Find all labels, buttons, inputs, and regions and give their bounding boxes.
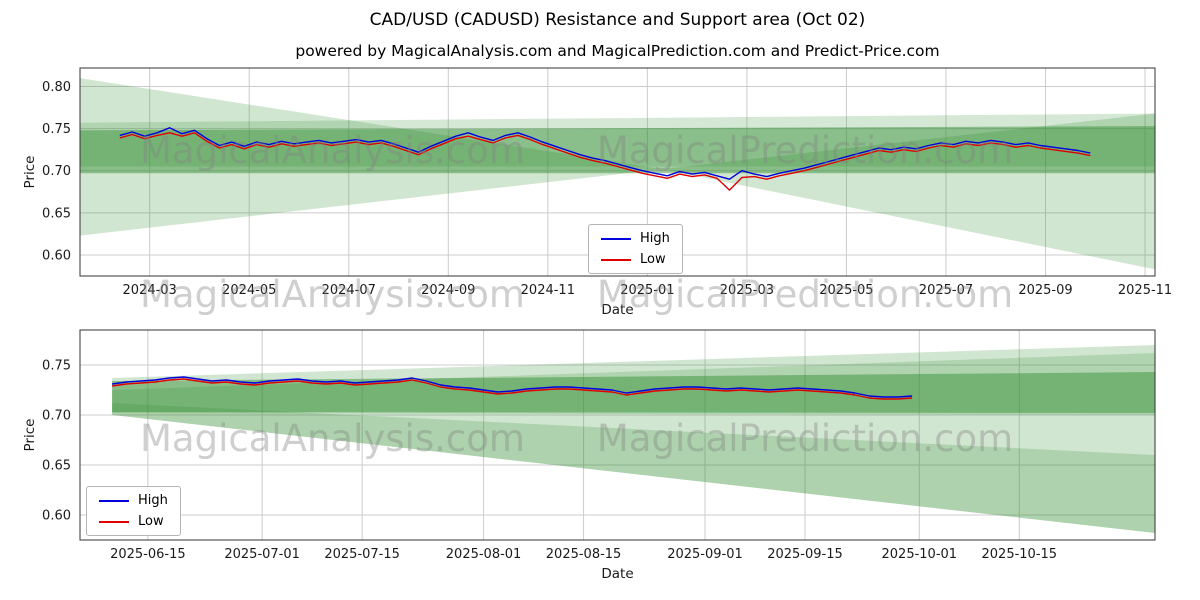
x-tick-label: 2025-01 [620,283,674,298]
y-tick-label: 0.60 [42,509,71,524]
x-tick-label: 2025-09-01 [667,547,743,562]
y-tick-label: 0.80 [42,80,71,95]
x-tick-label: 2024-09 [421,283,475,298]
x-tick-label: 2025-09 [1018,283,1072,298]
plot-area-0: 0.60 0.65 0.70 0.75 0.80 2024-03 2024-05 2024-0… [22,67,1172,318]
legend-bottom-chart: High Low [86,486,181,536]
x-tick-label: 2025-10-15 [982,547,1058,562]
y-tick-label: 0.75 [42,359,71,374]
x-tick-label: 2025-05 [819,283,873,298]
x-tick-label: 2024-05 [222,283,276,298]
x-tick-label: 2025-10-01 [882,547,958,562]
x-tick-label: 2025-03 [720,283,774,298]
y-tick-label: 0.70 [42,409,71,424]
series-line-high [112,376,913,398]
series-line-low [112,378,913,400]
x-tick-label: 2025-09-15 [767,547,843,562]
band-polygon [80,113,1155,167]
chart-title: CAD/USD (CADUSD) Resistance and Support … [369,10,866,30]
y-tick-label: 0.65 [42,206,71,221]
y-axis-label: Price [22,156,38,189]
high-line-swatch [99,499,129,502]
band-polygon [112,345,1155,533]
band-polygon [80,78,663,236]
x-tick-label: 2025-07-15 [324,547,400,562]
band-polygon [112,403,1155,533]
low-line-swatch [99,520,129,523]
plot-area-1: 0.60 0.65 0.70 0.75 2025-06-15 2025-07-01 2025… [22,329,1156,582]
x-axis-label: Date [601,566,633,582]
y-tick-label: 0.70 [42,164,71,179]
y-tick-label: 0.75 [42,122,71,137]
support-resistance-bands [112,345,1155,533]
chart-subtitle: powered by MagicalAnalysis.com and Magic… [295,42,940,60]
legend-label-low: Low [138,514,164,529]
legend-top-chart: High Low [588,224,683,274]
legend-entry-low: Low [99,514,168,529]
legend-entry-high: High [601,231,670,246]
legend-entry-low: Low [601,252,670,267]
x-tick-label: 2025-08-15 [546,547,622,562]
y-tick-label: 0.60 [42,248,71,263]
legend-label-high: High [640,231,670,246]
legend-label-high: High [138,493,168,508]
x-axis-label: Date [601,302,633,318]
band-polygon [662,113,1155,270]
legend-entry-high: High [99,493,168,508]
y-axis-label: Price [22,419,38,452]
x-tick-label: 2025-06-15 [110,547,186,562]
legend-label-low: Low [640,252,666,267]
x-tick-label: 2024-07 [322,283,376,298]
plot-border [79,329,1156,541]
support-resistance-bands [80,78,1155,270]
y-tick-label: 0.65 [42,459,71,474]
series-line-high [119,127,1091,180]
x-tick-label: 2025-11 [1118,283,1172,298]
x-tick-label: 2025-07-01 [224,547,300,562]
x-tick-label: 2025-08-01 [446,547,522,562]
low-line-swatch [601,258,631,261]
x-tick-label: 2025-07 [919,283,973,298]
series-line-low [119,132,1091,191]
band-polygon [80,126,1155,174]
x-tick-label: 2024-11 [521,283,575,298]
plot-border [79,67,1156,277]
x-tick-label: 2024-03 [123,283,177,298]
high-line-swatch [601,237,631,240]
